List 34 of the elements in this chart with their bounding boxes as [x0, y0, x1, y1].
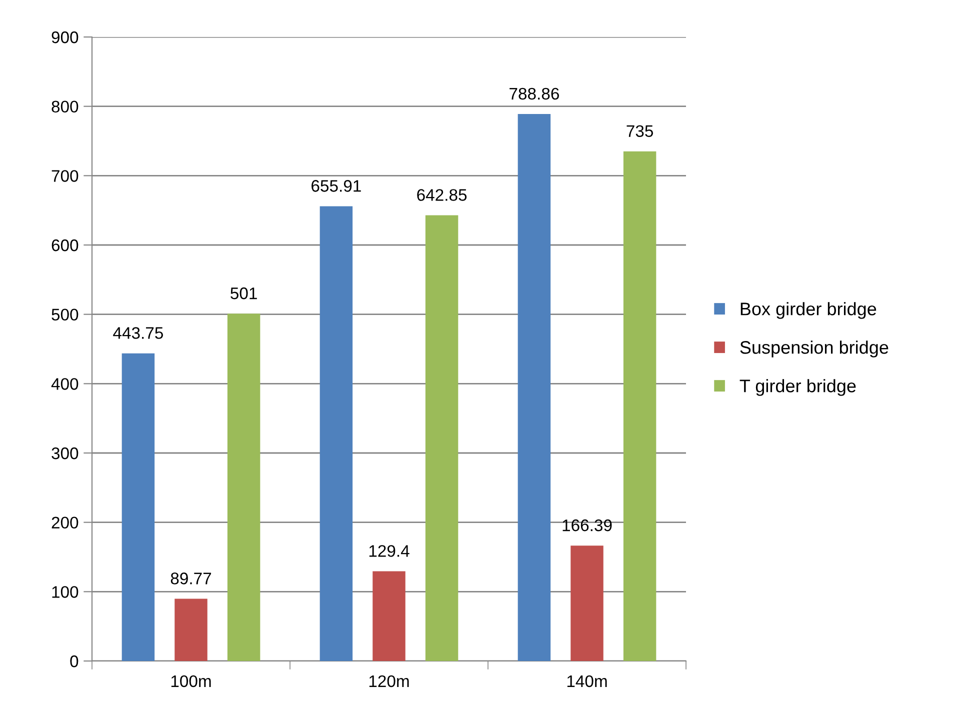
bar — [372, 571, 406, 661]
legend-label: T girder bridge — [740, 379, 856, 396]
bar — [122, 353, 155, 661]
y-tick-label: 700 — [52, 170, 78, 182]
data-label: 89.77 — [170, 572, 212, 584]
x-tick-label: 100m — [171, 675, 211, 688]
data-label: 129.4 — [369, 545, 410, 557]
bar — [623, 151, 656, 661]
y-tick-label: 900 — [52, 31, 78, 44]
y-tick-label: 600 — [52, 239, 78, 252]
legend-label: Suspension bridge — [740, 340, 888, 358]
data-label: 642.85 — [417, 189, 467, 201]
bar — [227, 314, 260, 661]
data-label: 735 — [626, 125, 654, 137]
bar — [425, 215, 458, 661]
bar — [174, 598, 208, 661]
data-label: 788.86 — [510, 88, 559, 100]
bar — [570, 546, 604, 661]
y-tick-label: 800 — [52, 100, 78, 113]
bar — [518, 114, 551, 661]
y-tick-label: 0 — [70, 655, 78, 668]
data-label: 501 — [230, 287, 257, 300]
data-label: 655.91 — [312, 180, 361, 192]
x-tick-label: 120m — [369, 675, 409, 688]
y-tick-label: 400 — [51, 378, 78, 390]
y-tick-label: 200 — [52, 516, 78, 529]
data-label: 166.39 — [562, 519, 612, 532]
x-tick-label: 140m — [567, 675, 607, 688]
data-label: 443.75 — [113, 327, 163, 339]
legend-label: Box girder bridge — [740, 302, 876, 319]
y-tick-label: 500 — [52, 308, 78, 321]
bar — [320, 206, 353, 661]
y-tick-label: 300 — [52, 447, 78, 460]
y-tick-label: 100 — [52, 586, 78, 598]
